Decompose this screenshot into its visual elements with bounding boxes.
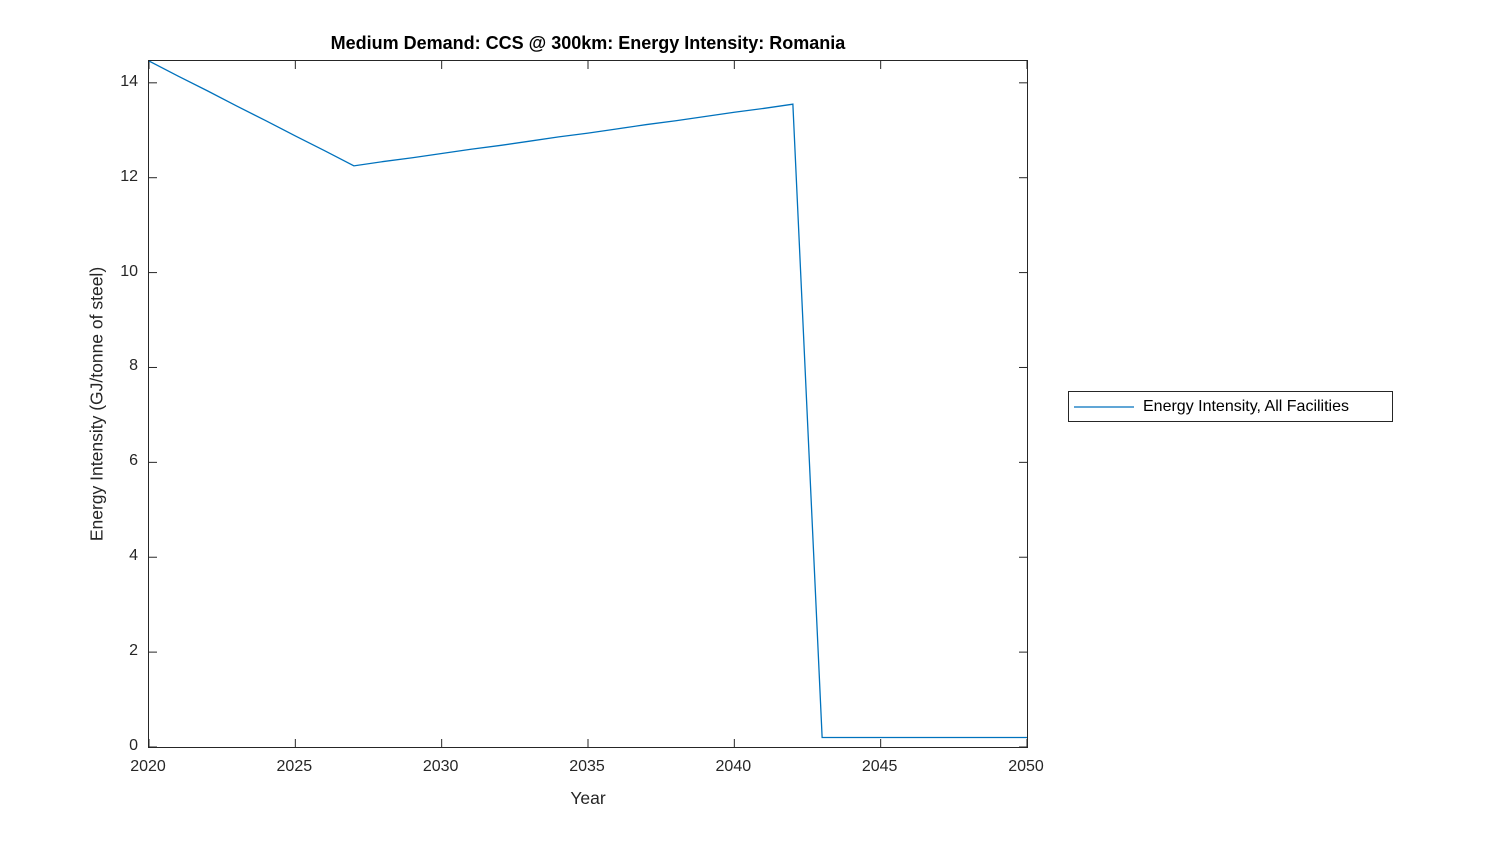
plot-area [148, 60, 1028, 748]
legend: Energy Intensity, All Facilities [1068, 391, 1393, 422]
y-tick-label: 10 [120, 262, 138, 280]
x-tick-label: 2030 [422, 758, 459, 775]
legend-line-sample-icon [1074, 405, 1134, 408]
x-tick-label: 2045 [861, 758, 898, 775]
y-tick-label: 6 [129, 452, 138, 470]
x-axis-label: Year [570, 788, 606, 808]
data-line [149, 61, 1027, 739]
y-tick-label: 0 [129, 737, 138, 754]
line-chart-svg [149, 61, 1027, 747]
y-tick-label: 4 [129, 547, 138, 565]
y-tick-label: 12 [120, 167, 138, 185]
x-tick-label: 2025 [276, 758, 313, 775]
y-tick-label: 14 [120, 72, 138, 90]
y-axis-label: Energy Intensity (GJ/tonne of steel) [86, 266, 107, 542]
legend-label: Energy Intensity, All Facilities [1143, 397, 1350, 415]
x-tick-label: 2020 [130, 758, 166, 775]
x-tick-label: 2035 [569, 758, 605, 775]
x-tick-label: 2050 [1008, 758, 1044, 775]
chart-title: Medium Demand: CCS @ 300km: Energy Inten… [330, 33, 846, 53]
y-tick-label: 8 [129, 357, 138, 375]
y-tick-label: 2 [129, 642, 138, 660]
x-tick-label: 2040 [715, 758, 752, 775]
